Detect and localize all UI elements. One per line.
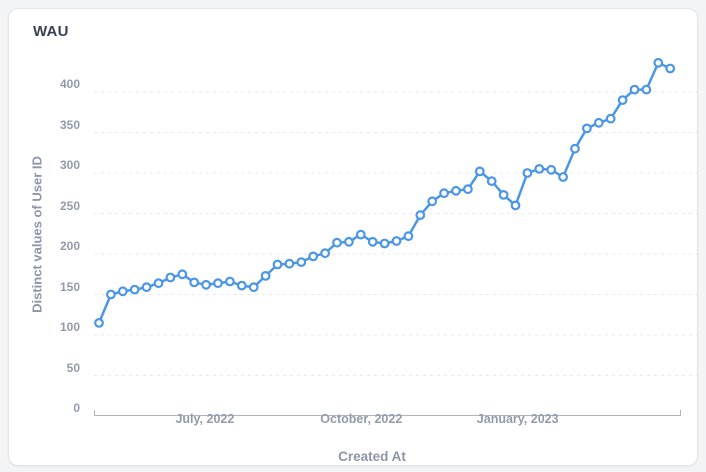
data-point-marker[interactable] [165,272,176,283]
data-point-marker[interactable] [153,278,164,289]
wau-line-chart[interactable] [9,9,706,472]
y-tick-label: 50 [66,360,80,375]
data-point-marker[interactable] [486,176,497,187]
data-point-marker[interactable] [224,276,235,287]
y-tick-label: 0 [73,401,80,415]
wau-chart-card: WAU 0 50 100 150 200 250 300 350 400 July, 2022 O… [8,8,698,466]
x-tick-label: January, 2023 [476,412,559,426]
data-point-marker[interactable] [379,238,390,249]
data-point-marker[interactable] [213,278,223,289]
data-point-marker[interactable] [629,84,640,95]
data-point-marker[interactable] [117,286,128,297]
y-axis-title: Distinct values of User ID [29,156,45,313]
y-tick-label: 200 [59,239,80,253]
data-point-marker[interactable] [522,168,533,178]
data-point-marker[interactable] [415,210,426,221]
data-point-marker[interactable] [510,200,521,211]
y-tick-label: 350 [59,117,80,132]
y-tick-label: 250 [59,198,80,213]
data-point-marker[interactable] [570,143,580,154]
data-point-marker[interactable] [177,269,188,280]
data-point-marker[interactable] [653,57,664,68]
data-point-marker[interactable] [665,63,676,74]
data-point-marker[interactable] [284,258,295,269]
wau-series-line [97,61,672,325]
data-point-marker[interactable] [391,236,402,246]
data-point-marker[interactable] [308,251,319,262]
data-point-marker[interactable] [558,172,568,182]
data-point-marker[interactable] [641,84,652,95]
data-point-marker[interactable] [451,185,461,196]
data-point-marker[interactable] [546,164,557,175]
y-tick-label: 400 [59,77,80,91]
data-point-marker[interactable] [427,196,438,207]
data-point-marker[interactable] [105,289,116,300]
data-point-marker[interactable] [141,282,152,293]
data-point-marker[interactable] [248,282,259,293]
x-axis-line [94,410,681,416]
data-point-marker[interactable] [320,248,331,259]
data-point-marker[interactable] [344,236,354,247]
data-point-marker[interactable] [189,277,200,288]
x-tick-label: October, 2022 [320,412,403,426]
x-axis-title: Created At [338,449,406,464]
data-point-marker[interactable] [439,188,450,199]
data-point-marker[interactable] [463,184,473,195]
data-point-marker[interactable] [272,259,283,270]
data-point-marker[interactable] [201,279,212,290]
x-tick-label: July, 2022 [175,412,235,426]
data-point-marker[interactable] [296,257,307,268]
data-point-marker[interactable] [605,113,616,124]
data-point-marker[interactable] [593,117,604,128]
chart-title: WAU [33,23,69,40]
data-point-marker[interactable] [355,229,366,240]
data-point-marker[interactable] [236,280,247,291]
data-point-marker[interactable] [534,163,545,174]
data-point-marker[interactable] [94,318,104,328]
data-point-marker[interactable] [582,123,592,134]
data-point-marker[interactable] [498,189,509,200]
y-tick-label: 100 [59,320,80,334]
y-tick-label: 150 [59,279,80,294]
data-point-marker[interactable] [474,166,485,177]
data-point-marker[interactable] [403,231,414,242]
data-point-marker[interactable] [617,95,628,105]
data-point-marker[interactable] [367,236,378,247]
y-tick-label: 300 [59,158,80,172]
data-point-marker[interactable] [129,284,140,295]
data-point-marker[interactable] [260,271,271,281]
data-point-marker[interactable] [332,237,342,248]
